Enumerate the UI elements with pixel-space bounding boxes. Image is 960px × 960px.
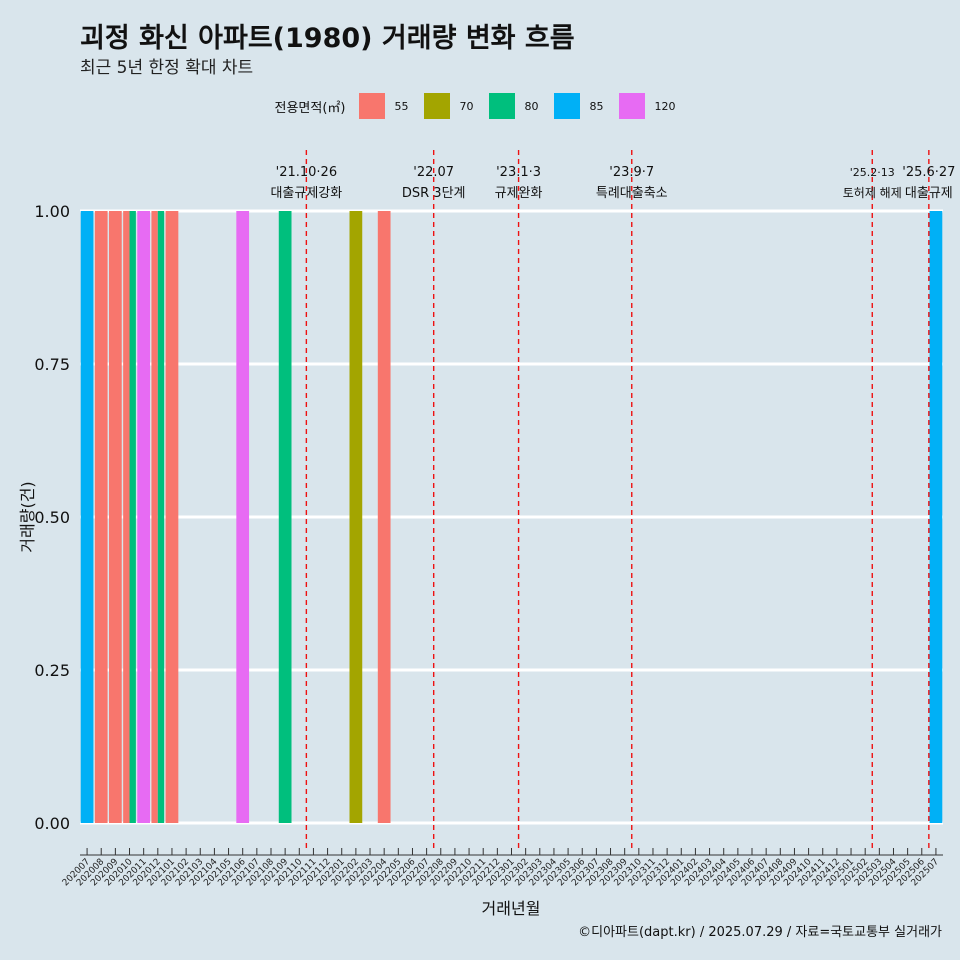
event-date-label: '21.10·26 xyxy=(276,165,337,180)
y-tick-label: 0.00 xyxy=(34,814,70,833)
legend-item-80: 80 xyxy=(489,93,548,119)
legend-swatch-120 xyxy=(619,93,646,119)
legend-swatch-80 xyxy=(489,93,516,119)
legend-item-55: 55 xyxy=(359,93,418,119)
grid-layer xyxy=(80,209,943,825)
legend-label-55: 55 xyxy=(394,99,409,113)
y-tick-label: 1.00 xyxy=(34,202,70,221)
x-axis-title: 거래년월 xyxy=(482,899,541,918)
bar-202010-80 xyxy=(129,211,136,823)
event-date-label: '25.2·13 xyxy=(850,166,895,179)
event-date-label: '23.1·3 xyxy=(496,165,541,180)
bar-202106-120 xyxy=(236,211,250,823)
event-name-label: 대출규제 xyxy=(905,186,953,201)
legend-label-85: 85 xyxy=(589,99,604,113)
event-name-label: 규제완화 xyxy=(495,186,543,201)
bar-202007-85 xyxy=(80,211,94,823)
legend-label-120: 120 xyxy=(654,99,676,113)
legend-item-120: 120 xyxy=(619,93,685,119)
bar-202010-55 xyxy=(123,211,130,823)
event-date-label: '22.07 xyxy=(413,165,454,180)
chart-title: 괴정 화신 아파트(1980) 거래량 변화 흐름 xyxy=(80,23,575,54)
legend-swatch-85 xyxy=(554,93,581,119)
legend-swatch-55 xyxy=(359,93,386,119)
legend-label-70: 70 xyxy=(459,99,474,113)
source-caption: ©디아파트(dapt.kr) / 2025.07.29 / 자료=국토교통부 실… xyxy=(578,925,942,940)
bar-202101-55 xyxy=(165,211,179,823)
legend-item-70: 70 xyxy=(424,93,483,119)
bar-layer xyxy=(80,211,943,823)
event-name-label: 특례대출축소 xyxy=(596,186,668,201)
bar-202011-120 xyxy=(137,211,151,823)
legend-title: 전용면적(㎡) xyxy=(274,100,346,116)
bar-202109-80 xyxy=(278,211,292,823)
bar-202012-80 xyxy=(157,211,165,823)
legend-item-85: 85 xyxy=(554,93,613,119)
event-date-label: '23.9·7 xyxy=(609,165,654,180)
bar-202012-55 xyxy=(151,211,158,823)
event-date-label: '25.6·27 xyxy=(902,165,955,180)
bar-202202-70 xyxy=(349,211,363,823)
bar-202507-85 xyxy=(929,211,943,823)
bar-202009-55 xyxy=(109,211,122,823)
chart-subtitle: 최근 5년 한정 확대 차트 xyxy=(80,58,254,78)
y-tick-label: 0.25 xyxy=(34,661,70,680)
legend: 전용면적(㎡) 55 70 80 85 120 xyxy=(0,93,960,119)
y-tick-label: 0.50 xyxy=(34,508,70,527)
legend-label-80: 80 xyxy=(524,99,539,113)
event-layer: '21.10·26 대출규제강화 '22.07 DSR 3단계 '23.1·3 규제완화 '… xyxy=(270,150,955,850)
y-tick-label: 0.75 xyxy=(34,355,70,374)
legend-swatch-70 xyxy=(424,93,451,119)
event-name-label: DSR 3단계 xyxy=(402,186,466,201)
axis-layer: 0.000.250.500.751.0020200720200820200920… xyxy=(34,202,943,888)
event-name-label: 토허제 해제 xyxy=(843,186,902,200)
event-name-label: 대출규제강화 xyxy=(270,186,342,201)
bar-202008-55 xyxy=(94,211,108,823)
y-axis-title: 거래량(건) xyxy=(18,481,37,552)
bar-202204-55 xyxy=(377,211,391,823)
